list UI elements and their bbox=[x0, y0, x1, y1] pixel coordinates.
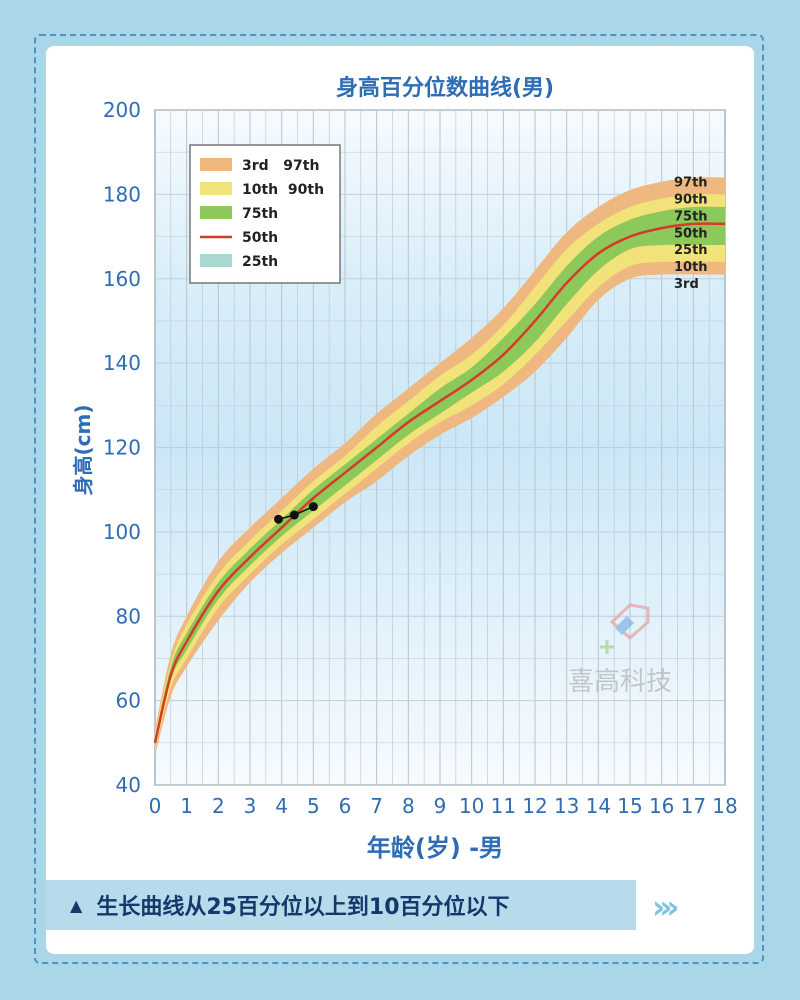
x-tick-label: 9 bbox=[434, 794, 447, 818]
y-tick-label: 160 bbox=[103, 267, 141, 291]
y-tick-label: 60 bbox=[116, 689, 141, 713]
x-tick-label: 5 bbox=[307, 794, 320, 818]
measurement-points bbox=[274, 502, 318, 524]
x-tick-label: 4 bbox=[275, 794, 288, 818]
watermark-logo-icon bbox=[609, 603, 650, 641]
chart-title: 身高百分位数曲线(男) bbox=[336, 75, 554, 101]
caption-text: 生长曲线从25百分位以上到10百分位以下 bbox=[96, 895, 510, 920]
legend-label-25th: 25th bbox=[242, 254, 278, 270]
watermark-text: 喜高科技 bbox=[568, 667, 672, 697]
legend-label-3rd-97th: 3rd 97th bbox=[242, 158, 319, 174]
x-tick-label: 13 bbox=[554, 794, 579, 818]
x-axis-ticks: 0 1 2 3 4 5 6 7 8 9 10 11 12 13 14 15 16 17 18 bbox=[149, 794, 738, 818]
x-axis-label: 年龄(岁) -男 bbox=[367, 834, 503, 862]
percentile-bands bbox=[155, 177, 725, 756]
band-10th-90th bbox=[155, 194, 725, 752]
end-label-97th: 97th bbox=[674, 176, 708, 191]
end-label-50th: 50th bbox=[674, 226, 708, 241]
y-tick-label: 40 bbox=[116, 773, 141, 797]
x-tick-label: 7 bbox=[370, 794, 383, 818]
decorative-dashed-frame bbox=[34, 34, 764, 964]
x-tick-label: 17 bbox=[681, 794, 706, 818]
y-tick-label: 200 bbox=[103, 98, 141, 122]
triple-chevron-right-icon: ››› bbox=[652, 888, 679, 926]
measurement-point bbox=[308, 502, 318, 512]
x-tick-label: 11 bbox=[491, 794, 516, 818]
legend-label-75th: 75th bbox=[242, 206, 278, 222]
legend: 3rd 97th 10th 90th 75th 50th 25th bbox=[189, 144, 341, 284]
measurement-point bbox=[274, 514, 283, 524]
x-tick-label: 0 bbox=[149, 794, 162, 818]
x-tick-label: 12 bbox=[522, 794, 547, 818]
y-axis-ticks: 40 60 80 100 120 140 160 180 200 bbox=[103, 98, 141, 797]
x-tick-label: 18 bbox=[712, 794, 737, 818]
y-axis-label: 身高(cm) bbox=[71, 405, 95, 496]
end-label-25th: 25th bbox=[674, 243, 708, 258]
watermark-plus-icon bbox=[600, 640, 614, 654]
x-tick-label: 1 bbox=[180, 794, 193, 818]
y-tick-label: 120 bbox=[103, 436, 141, 460]
y-tick-label: 140 bbox=[103, 351, 141, 375]
legend-swatch-25th bbox=[200, 254, 232, 267]
watermark-logo-inner-icon bbox=[615, 616, 634, 635]
measurement-point bbox=[289, 510, 299, 520]
line-50th bbox=[153, 222, 726, 744]
triangle-up-icon: ▲ bbox=[70, 895, 83, 915]
x-tick-label: 10 bbox=[459, 794, 484, 818]
end-label-3rd: 3rd bbox=[674, 277, 699, 292]
median-line bbox=[153, 222, 726, 744]
caption-bar: ▲ 生长曲线从25百分位以上到10百分位以下 bbox=[46, 880, 636, 930]
end-label-90th: 90th bbox=[674, 193, 708, 208]
x-tick-label: 16 bbox=[649, 794, 674, 818]
growth-chart: 0 1 2 3 4 5 6 7 8 9 10 11 12 13 14 15 16 17 18 40608010012… bbox=[71, 75, 738, 862]
y-tick-label: 100 bbox=[103, 520, 141, 544]
legend-swatch-3rd-97th bbox=[200, 158, 232, 171]
x-tick-label: 8 bbox=[402, 794, 415, 818]
legend-swatch-75th bbox=[200, 206, 232, 219]
end-label-75th: 75th bbox=[674, 209, 708, 224]
y-tick-label: 180 bbox=[103, 182, 141, 206]
legend-label-10th-90th: 10th 90th bbox=[242, 182, 324, 198]
legend-label-50th: 50th bbox=[242, 230, 278, 246]
x-tick-label: 3 bbox=[244, 794, 257, 818]
x-tick-label: 2 bbox=[212, 794, 225, 818]
x-tick-label: 6 bbox=[339, 794, 352, 818]
end-label-10th: 10th bbox=[674, 260, 708, 275]
legend-swatch-10th-90th bbox=[200, 182, 232, 195]
watermark: 喜高科技 bbox=[568, 603, 672, 697]
y-tick-label: 80 bbox=[116, 604, 141, 628]
x-tick-label: 14 bbox=[586, 794, 611, 818]
x-tick-label: 15 bbox=[617, 794, 642, 818]
